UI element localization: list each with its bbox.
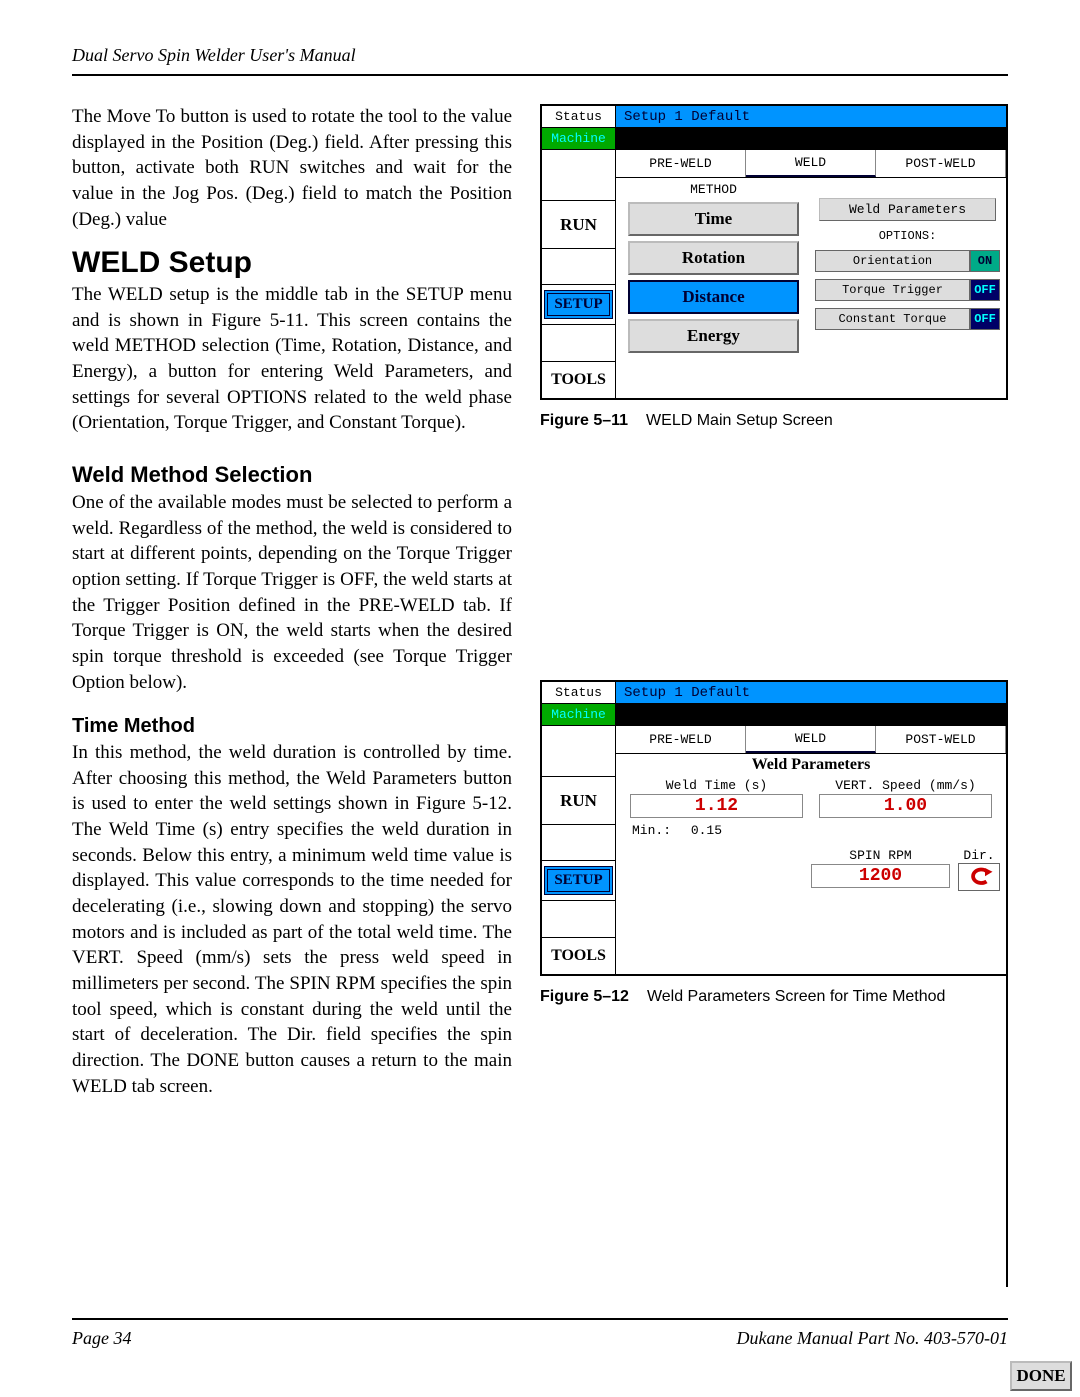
- machine-cell-2: Machine: [542, 704, 615, 726]
- figure-5-11-caption: Figure 5–11 WELD Main Setup Screen: [540, 412, 1008, 430]
- min-value: 0.15: [691, 823, 722, 838]
- spin-rpm-value[interactable]: 1200: [811, 864, 950, 888]
- machine-cell: Machine: [542, 128, 615, 150]
- left-column: The Move To button is used to rotate the…: [72, 104, 512, 1109]
- constant-torque-label: Constant Torque: [815, 308, 970, 330]
- options-label: OPTIONS:: [815, 229, 1000, 243]
- weld-parameters-button[interactable]: Weld Parameters: [819, 198, 996, 221]
- heading-weld-setup: WELD Setup: [72, 246, 512, 280]
- tab-post-weld-2[interactable]: POST-WELD: [876, 726, 1006, 753]
- weld-setup-paragraph: The WELD setup is the middle tab in the …: [72, 282, 512, 436]
- wms-paragraph: One of the available modes must be selec…: [72, 490, 512, 695]
- status-cell-2: Status: [542, 682, 615, 704]
- tools-button-2[interactable]: TOOLS: [542, 938, 615, 974]
- constant-torque-value: OFF: [970, 308, 1000, 330]
- right-column: Status Machine RUN SETUP TOOLS Setup 1 D…: [540, 104, 1008, 1109]
- setup-button[interactable]: SETUP: [542, 285, 615, 325]
- orientation-option[interactable]: Orientation ON: [815, 250, 1000, 272]
- vert-speed-label: VERT. Speed (mm/s): [811, 778, 1000, 793]
- figure-5-12-caption: Figure 5–12 Weld Parameters Screen for T…: [540, 988, 1008, 1006]
- heading-time-method: Time Method: [72, 715, 512, 738]
- status-cell: Status: [542, 106, 615, 128]
- dir-button[interactable]: [958, 863, 1000, 891]
- part-number: Dukane Manual Part No. 403-570-01: [737, 1328, 1008, 1349]
- ss1-body: METHOD Time Rotation Distance Energy Wel…: [616, 178, 1006, 398]
- spin-rpm-label: SPIN RPM: [811, 848, 950, 863]
- sidebar-gap: [542, 249, 615, 285]
- orientation-value: ON: [970, 250, 1000, 272]
- weld-time-label: Weld Time (s): [622, 778, 811, 793]
- sidebar-gap2: [542, 325, 615, 363]
- intro-paragraph: The Move To button is used to rotate the…: [72, 104, 512, 232]
- figure-5-11-screenshot: Status Machine RUN SETUP TOOLS Setup 1 D…: [540, 104, 1008, 400]
- time-method-paragraph: In this method, the weld duration is con…: [72, 740, 512, 1099]
- figure-text: WELD Main Setup Screen: [646, 412, 833, 430]
- tools-button[interactable]: TOOLS: [542, 362, 615, 398]
- content: The Move To button is used to rotate the…: [72, 104, 1008, 1109]
- min-label: Min.:: [632, 823, 671, 838]
- tab-bar-2: PRE-WELD WELD POST-WELD: [616, 726, 1006, 754]
- sidebar-blank: [542, 150, 615, 202]
- done-button[interactable]: DONE: [1010, 1361, 1072, 1391]
- titlebar-2: Setup 1 Default: [616, 682, 1006, 704]
- sidebar-2: Status Machine RUN SETUP TOOLS: [542, 682, 616, 974]
- setup-button-inner-2: SETUP: [544, 866, 612, 895]
- header-title: Dual Servo Spin Welder User's Manual: [72, 45, 1008, 66]
- main-panel: Setup 1 Default PRE-WELD WELD POST-WELD …: [616, 106, 1006, 398]
- run-button[interactable]: RUN: [542, 201, 615, 249]
- method-distance-button[interactable]: Distance: [628, 280, 799, 314]
- options-panel: Weld Parameters OPTIONS: Orientation ON …: [811, 178, 1006, 398]
- sidebar-gap2-2: [542, 901, 615, 939]
- titlebar-black: [616, 128, 1006, 150]
- ss2-body: Weld Parameters Weld Time (s) 1.12 VERT.…: [616, 754, 1006, 974]
- header-rule: [72, 74, 1008, 76]
- figure-5-12-screenshot: Status Machine RUN SETUP TOOLS Setup 1 D…: [540, 680, 1008, 976]
- run-button-2[interactable]: RUN: [542, 777, 615, 825]
- constant-torque-option[interactable]: Constant Torque OFF: [815, 308, 1000, 330]
- setup-button-2[interactable]: SETUP: [542, 861, 615, 901]
- page-number: Page 34: [72, 1328, 131, 1349]
- figure-num: Figure 5–11: [540, 412, 628, 430]
- tab-weld-2[interactable]: WELD: [746, 726, 876, 753]
- torque-trigger-option[interactable]: Torque Trigger OFF: [815, 279, 1000, 301]
- method-energy-button[interactable]: Energy: [628, 319, 799, 353]
- footer-rule: [72, 1318, 1008, 1320]
- method-label: METHOD: [624, 182, 803, 197]
- vert-speed-value[interactable]: 1.00: [819, 794, 992, 818]
- sidebar-blank-2: [542, 726, 615, 778]
- tab-weld[interactable]: WELD: [746, 150, 876, 177]
- figure-num-2: Figure 5–12: [540, 988, 629, 1006]
- titlebar-black-2: [616, 704, 1006, 726]
- titlebar: Setup 1 Default: [616, 106, 1006, 128]
- setup-button-inner: SETUP: [544, 290, 612, 319]
- tab-post-weld[interactable]: POST-WELD: [876, 150, 1006, 177]
- right-margin-line: [1006, 700, 1008, 1287]
- tab-pre-weld-2[interactable]: PRE-WELD: [616, 726, 746, 753]
- figure-text-2: Weld Parameters Screen for Time Method: [647, 988, 946, 1006]
- sidebar-gap-2: [542, 825, 615, 861]
- curved-arrow-icon: [964, 866, 994, 888]
- heading-weld-method-selection: Weld Method Selection: [72, 462, 512, 488]
- weld-time-value[interactable]: 1.12: [630, 794, 803, 818]
- weld-parameters-title: Weld Parameters: [616, 754, 1006, 776]
- tab-pre-weld[interactable]: PRE-WELD: [616, 150, 746, 177]
- torque-trigger-label: Torque Trigger: [815, 279, 970, 301]
- sidebar: Status Machine RUN SETUP TOOLS: [542, 106, 616, 398]
- method-rotation-button[interactable]: Rotation: [628, 241, 799, 275]
- footer: Page 34 Dukane Manual Part No. 403-570-0…: [72, 1318, 1008, 1349]
- main-panel-2: Setup 1 Default PRE-WELD WELD POST-WELD …: [616, 682, 1006, 974]
- torque-trigger-value: OFF: [970, 279, 1000, 301]
- orientation-label: Orientation: [815, 250, 970, 272]
- dir-label: Dir.: [958, 848, 1000, 863]
- method-panel: METHOD Time Rotation Distance Energy: [616, 178, 811, 398]
- tab-bar: PRE-WELD WELD POST-WELD: [616, 150, 1006, 178]
- method-time-button[interactable]: Time: [628, 202, 799, 236]
- min-row: Min.: 0.15: [622, 823, 811, 838]
